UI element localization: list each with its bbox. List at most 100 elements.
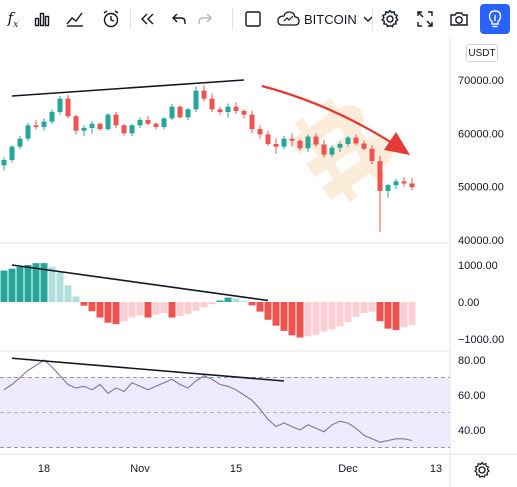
histogram-bar (136, 302, 144, 316)
gear-icon (381, 9, 399, 28)
currency-badge[interactable]: USDT (466, 44, 498, 62)
candle-body (329, 147, 335, 155)
histogram-bar (240, 300, 248, 302)
candle-body (345, 137, 351, 144)
candle-body (49, 112, 55, 122)
candle-body (233, 106, 239, 111)
candle-body (409, 183, 415, 188)
candle-body (265, 134, 271, 144)
indicators-button[interactable] (62, 4, 88, 34)
histogram-bar (320, 302, 328, 332)
projection-arrow[interactable] (261, 84, 410, 155)
candle-body (105, 114, 111, 130)
histogram-bar (0, 270, 8, 302)
histogram-bar (80, 302, 88, 306)
histogram-bar (344, 302, 352, 322)
redo-button[interactable] (194, 4, 216, 34)
time-axis-label: 13 (430, 463, 442, 475)
snapshot-button[interactable] (446, 4, 472, 34)
histogram-axis-label: −1000.00 (458, 334, 504, 346)
rsi-axis-label: 40.00 (458, 425, 486, 437)
histogram-bar (376, 302, 384, 322)
candle-body (257, 129, 263, 135)
candle-body (121, 125, 127, 134)
square-button[interactable] (240, 4, 266, 34)
histogram-bar (280, 302, 288, 331)
ideas-button[interactable] (480, 4, 510, 34)
histogram-bar (88, 302, 96, 312)
histogram-bar (360, 302, 368, 314)
fullscreen-button[interactable] (412, 4, 438, 34)
histogram-bar (336, 302, 344, 327)
symbol-search-button[interactable]: BITCOIN (276, 4, 373, 34)
histogram-bar (104, 302, 112, 323)
histogram-bar (144, 302, 152, 318)
histogram-bar (312, 302, 320, 335)
histogram-bar (384, 302, 392, 329)
histogram-bar (176, 302, 184, 317)
rsi-axis-label: 60.00 (458, 390, 486, 402)
candle-body (89, 123, 95, 128)
symbol-name: BITCOIN (304, 11, 357, 27)
candle-body (137, 120, 143, 126)
settings-button[interactable] (377, 4, 403, 34)
lightbulb-icon (488, 10, 502, 28)
chevron-down-icon (363, 16, 373, 22)
replay-button[interactable] (136, 4, 158, 34)
bar-chart-icon (34, 12, 50, 27)
chart-settings-gear-icon[interactable] (474, 461, 490, 479)
alert-icon (103, 10, 119, 28)
undo-button[interactable] (168, 4, 190, 34)
time-axis-label: 15 (230, 463, 242, 475)
histogram-bar (72, 296, 80, 302)
fx-icon: fx (7, 8, 19, 30)
histogram-axis-label: 1000.00 (458, 260, 498, 272)
histogram-bar (184, 302, 192, 314)
alert-button[interactable] (98, 4, 124, 34)
histogram-bar (368, 302, 376, 312)
candle-body (73, 116, 79, 131)
time-axis-label: Nov (130, 463, 150, 475)
square-icon (245, 11, 261, 27)
candle-body (217, 109, 223, 112)
histogram-bar (64, 285, 72, 302)
candle-body (225, 106, 231, 112)
replay-icon (141, 13, 154, 25)
candle-body (185, 109, 191, 118)
fullscreen-icon (417, 11, 433, 27)
candle-body (145, 120, 151, 124)
candle-body (1, 160, 7, 166)
histogram-bar (96, 302, 104, 318)
histogram-bar (256, 302, 264, 312)
histogram-bar (392, 302, 400, 331)
histogram-bar (216, 300, 224, 302)
rsi-axis-label: 80.00 (458, 355, 486, 367)
candle-body (305, 136, 311, 149)
price-trendline[interactable] (11, 79, 245, 97)
candle-body (353, 137, 359, 144)
fx-button[interactable]: fx (2, 4, 24, 34)
candle-body (41, 121, 47, 127)
histogram-bar (264, 302, 272, 320)
histogram-bar (16, 266, 24, 302)
price-axis-label: 70000.00 (458, 75, 504, 87)
histogram-trendline[interactable] (11, 264, 269, 302)
histogram-bar (128, 302, 136, 318)
candle-body (361, 143, 367, 149)
candle-body (369, 148, 375, 162)
candle-body (393, 181, 399, 186)
time-axis-label: Dec (338, 463, 358, 475)
candle-body (241, 110, 247, 115)
candlestick-series (1, 85, 415, 232)
candle-body (9, 146, 15, 160)
candle-body (281, 138, 287, 147)
candle-body (25, 125, 31, 139)
histogram-bar (328, 302, 336, 330)
rsi-trendline[interactable] (11, 357, 285, 382)
histogram-bar (152, 302, 160, 315)
histogram-series (0, 263, 416, 338)
bar-chart-button[interactable] (30, 4, 54, 34)
candle-body (209, 98, 215, 110)
undo-icon (172, 13, 186, 24)
